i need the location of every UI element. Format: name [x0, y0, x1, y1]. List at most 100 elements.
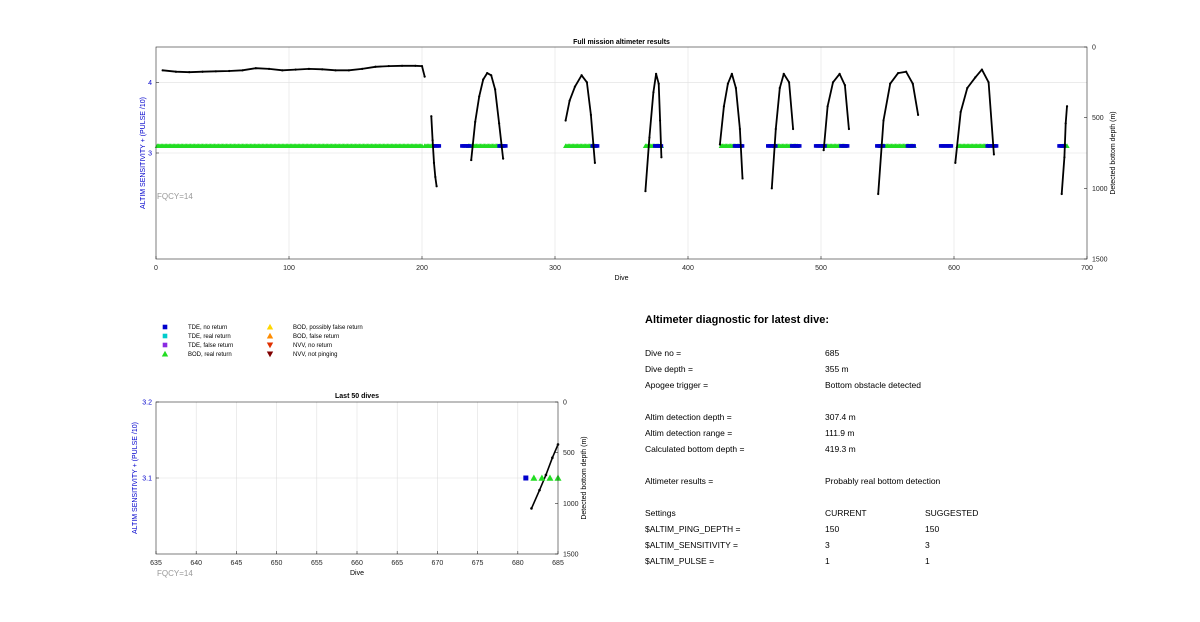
legend: TDE, no return TDE, real return TDE, false…: [161, 323, 363, 358]
bottom-depth-point: [980, 68, 984, 71]
right-y-tick-label: 1000: [1092, 186, 1108, 193]
right-y-tick-label: 1000: [563, 501, 579, 508]
bottom-depth-point: [741, 177, 744, 180]
bottom-depth-point: [954, 161, 957, 164]
last-50-dives-chart: 635 640 645 650 655 660 665 670 675 680 685 3.1 3.2 0…: [132, 393, 588, 578]
bod-real-return-marker: [530, 474, 538, 481]
bottom-depth-point: [905, 70, 908, 73]
bottom-depth-point: [1063, 156, 1066, 159]
bottom-depth-point: [423, 75, 426, 78]
bottom-depth-point: [321, 68, 324, 71]
top-chart-title: Full mission altimeter results: [573, 39, 670, 46]
right-y-tick-label: 500: [1092, 115, 1104, 122]
bottom-depth-point: [1064, 122, 1067, 125]
legend-item: BOD, false return: [266, 332, 339, 340]
bottom-depth-point: [778, 86, 781, 90]
x-tick-label: 600: [948, 265, 960, 272]
bottom-depth-point: [916, 113, 920, 116]
bottom-depth-point: [826, 105, 829, 108]
bottom-depth-point: [652, 91, 655, 94]
bottom-depth-point: [897, 72, 900, 75]
bottom-depth-point: [188, 71, 191, 74]
right-y-tick-label: 1500: [1092, 257, 1108, 264]
bottom-depth-point: [214, 70, 217, 73]
bottom-depth-point: [228, 69, 231, 73]
bottom-depth-point: [294, 68, 297, 71]
settings-current: 1: [825, 556, 830, 566]
bottom-depth-point: [474, 120, 477, 124]
x-tick-label: 670: [432, 560, 444, 567]
tde-no-return-marker: [994, 144, 999, 148]
bottom-depth-point: [387, 64, 390, 68]
settings-label: $ALTIM_PULSE =: [645, 556, 715, 566]
top-fqcy-annotation: FQCY=14: [157, 192, 193, 201]
x-tick-label: 665: [391, 560, 403, 567]
x-tick-label: 650: [271, 560, 283, 567]
bottom-depth-line: [162, 64, 426, 77]
bottom-depth-point: [400, 64, 404, 67]
bottom-depth-point: [374, 65, 377, 68]
left-y-tick-label: 3.2: [142, 400, 152, 407]
left-y-tick-label: 4: [148, 80, 152, 87]
bottom-depth-point: [494, 88, 497, 91]
right-y-tick-label: 0: [1092, 45, 1096, 52]
bottom-depth-point: [538, 488, 541, 492]
tde-no-return-marker: [740, 144, 745, 148]
diag-value: Probably real bottom detection: [825, 476, 941, 486]
bottom-x-axis-label: Dive: [350, 570, 364, 577]
x-tick-label: 645: [231, 560, 243, 567]
bottom-depth-point: [267, 67, 271, 71]
bottom-depth-point: [738, 127, 741, 131]
bottom-depth-point: [470, 158, 473, 162]
right-y-tick-label: 1500: [563, 552, 579, 559]
x-tick-label: 500: [815, 265, 827, 272]
bottom-depth-point: [1060, 192, 1063, 196]
legend-label: NVV, no return: [293, 343, 332, 349]
legend-marker-square: [162, 324, 168, 330]
diag-value: 355 m: [825, 364, 849, 374]
bottom-depth-point: [551, 456, 554, 460]
bottom-depth-point: [568, 99, 571, 102]
full-mission-chart: 0 100 200 300 400 500 600 700 3 4 0 500 1000 1500 Ful…: [140, 39, 1117, 282]
bottom-depth-point: [589, 113, 593, 116]
bottom-depth-point: [593, 161, 597, 164]
bottom-depth-point: [414, 64, 417, 67]
bottom-depth-line: [770, 73, 794, 189]
bottom-left-axis-label: ALTIM SENSITIVITY + (PULSE /10): [132, 422, 139, 534]
diag-label: Altim detection range =: [645, 428, 733, 438]
bottom-depth-point: [847, 127, 851, 131]
bottom-depth-point: [1065, 105, 1069, 108]
top-axes: 0 100 200 300 400 500 600 700 3 4 0 500 1000 1500: [148, 45, 1108, 273]
bottom-depth-point: [654, 72, 658, 75]
x-tick-label: 400: [682, 265, 694, 272]
bottom-depth-point: [573, 85, 577, 88]
top-right-axis-label: Detected bottom depth (m): [1110, 111, 1117, 194]
tde-no-return-marker: [912, 144, 916, 148]
legend-marker-square: [162, 342, 168, 348]
settings-current: 3: [825, 540, 830, 550]
bottom-depth-point: [430, 115, 433, 118]
bottom-fqcy-annotation: FQCY=14: [157, 569, 193, 578]
diagnostic-panel: Altimeter diagnostic for latest dive: Di…: [645, 314, 1065, 566]
bottom-depth-point: [959, 110, 962, 114]
settings-label: $ALTIM_PING_DEPTH =: [645, 524, 741, 534]
bottom-depth-point: [718, 143, 722, 146]
x-tick-label: 100: [283, 265, 295, 272]
bottom-depth-point: [882, 119, 885, 122]
settings-header-suggested: SUGGESTED: [925, 508, 979, 518]
settings-suggested: 3: [925, 540, 930, 550]
bottom-depth-point: [782, 72, 785, 75]
bottom-depth-point: [431, 139, 434, 142]
top-marks: [154, 143, 1070, 149]
bottom-depth-point: [530, 507, 533, 510]
diag-label: Apogee trigger =: [645, 380, 709, 390]
bottom-depth-point: [831, 81, 835, 84]
tde-no-return-marker: [595, 144, 600, 148]
tde-no-return-marker: [468, 144, 472, 148]
bottom-depth-point: [877, 192, 880, 196]
bottom-depth-point: [734, 86, 737, 90]
bottom-depth-point: [347, 69, 350, 72]
bottom-depth-point: [254, 67, 257, 70]
x-tick-label: 685: [552, 560, 564, 567]
